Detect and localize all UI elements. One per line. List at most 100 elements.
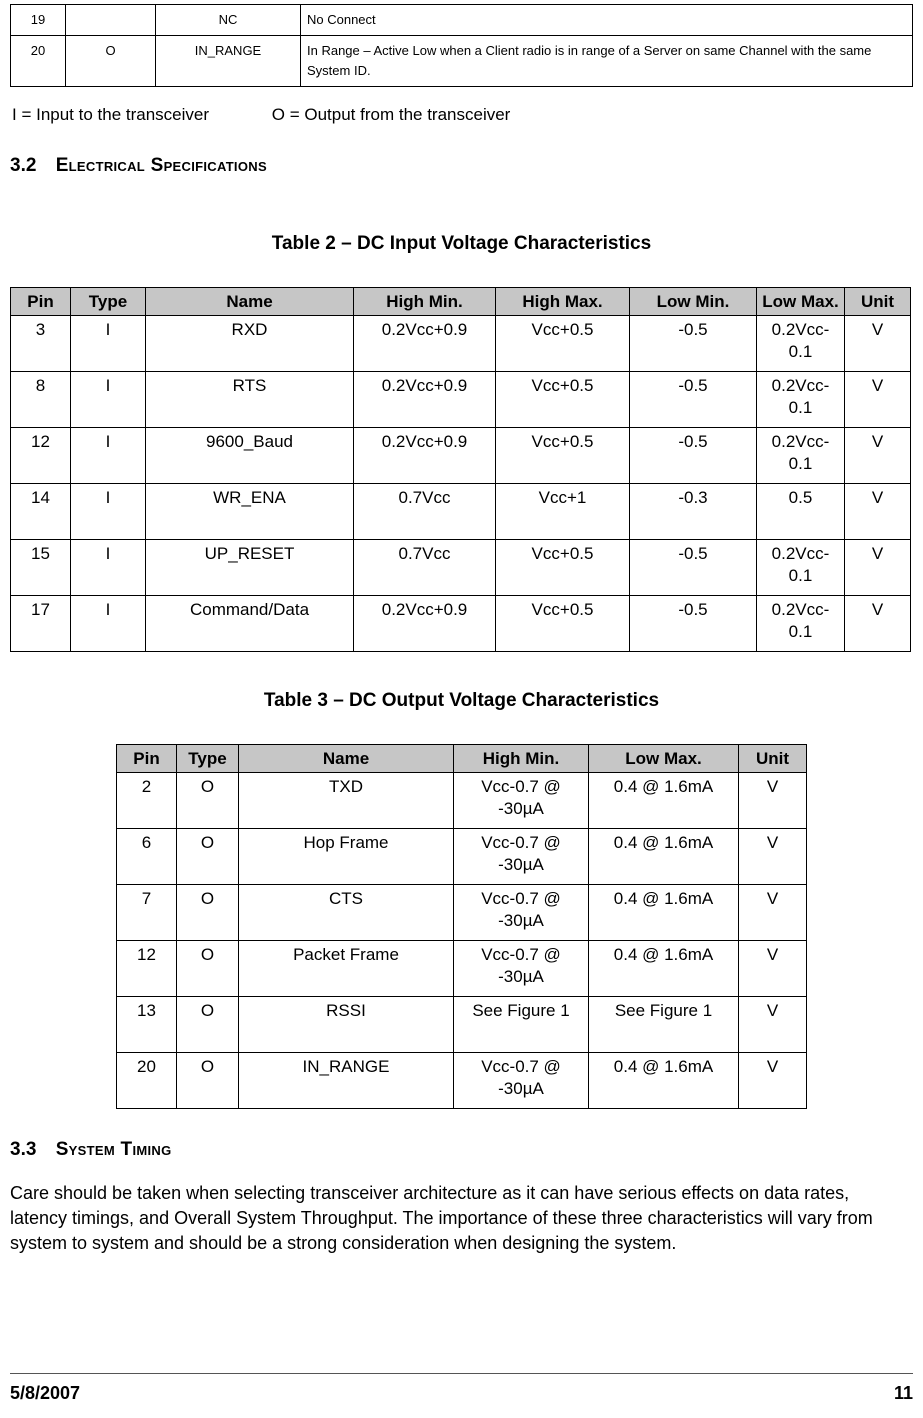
- table-cell: Vcc-0.7 @ -30µA: [453, 1052, 589, 1110]
- table-cell: 0.2Vcc+0.9: [353, 595, 496, 653]
- table-cell: O: [176, 1052, 239, 1110]
- table-cell: WR_ENA: [145, 483, 354, 541]
- table-cell: IN_RANGE: [238, 1052, 454, 1110]
- table-cell: 13: [116, 996, 177, 1054]
- table-row: 19 NC No Connect: [10, 3, 913, 37]
- table-cell: V: [844, 595, 911, 653]
- table-cell: 2: [116, 772, 177, 830]
- table-cell: Vcc-0.7 @ -30µA: [453, 772, 589, 830]
- table-cell: Command/Data: [145, 595, 354, 653]
- table-cell: I: [70, 539, 146, 597]
- table-cell: Packet Frame: [238, 940, 454, 998]
- table-cell: V: [844, 539, 911, 597]
- table-cell: 0.2Vcc-0.1: [756, 315, 845, 373]
- table-cell: I: [70, 483, 146, 541]
- table-cell: 0.2Vcc+0.9: [353, 315, 496, 373]
- table-cell: 12: [116, 940, 177, 998]
- table-row: 2 O TXD Vcc-0.7 @ -30µA 0.4 @ 1.6mA V: [116, 772, 807, 830]
- table-cell: O: [176, 884, 239, 942]
- table-cell: O: [176, 996, 239, 1054]
- dc-input-voltage-table: Pin Type Name High Min. High Max. Low Min. Low…: [10, 287, 911, 653]
- footer-date: 5/8/2007: [10, 1383, 81, 1403]
- table-cell: O: [65, 35, 156, 88]
- header-row: Pin Type Name High Min. High Max. Low Min. Low…: [10, 287, 911, 317]
- table-cell: 0.7Vcc: [353, 539, 496, 597]
- table-cell: V: [738, 940, 807, 998]
- table-cell: RSSI: [238, 996, 454, 1054]
- table-cell: I: [70, 427, 146, 485]
- page-footer: 5/8/2007 11: [10, 1373, 913, 1404]
- table-cell: O: [176, 772, 239, 830]
- table-cell: 6: [116, 828, 177, 886]
- table-cell: -0.5: [629, 539, 757, 597]
- table-cell: IN_RANGE: [155, 35, 301, 88]
- column-header: Low Max.: [756, 287, 845, 317]
- column-header: Low Min.: [629, 287, 757, 317]
- table-cell: 0.4 @ 1.6mA: [588, 940, 739, 998]
- table-cell: RXD: [145, 315, 354, 373]
- table-row: 20 O IN_RANGE In Range – Active Low when a …: [10, 35, 913, 88]
- table-cell: 0.2Vcc-0.1: [756, 427, 845, 485]
- table-cell: 0.2Vcc-0.1: [756, 539, 845, 597]
- table-cell: V: [738, 884, 807, 942]
- dc-output-voltage-table-head: Pin Type Name High Min. Low Max. Unit: [116, 744, 807, 774]
- table-cell: -0.3: [629, 483, 757, 541]
- table-row: 17 I Command/Data 0.2Vcc+0.9 Vcc+0.5 -0.5 0.2V…: [10, 595, 911, 653]
- table-cell: 8: [10, 371, 71, 429]
- table-cell: Vcc-0.7 @ -30µA: [453, 940, 589, 998]
- table-row: 12 I 9600_Baud 0.2Vcc+0.9 Vcc+0.5 -0.5 0.2Vcc-…: [10, 427, 911, 485]
- dc-output-voltage-table: Pin Type Name High Min. Low Max. Unit 2 O TXD Vc…: [116, 744, 807, 1110]
- table-cell: -0.5: [629, 595, 757, 653]
- table-cell: TXD: [238, 772, 454, 830]
- dc-input-voltage-table-head: Pin Type Name High Min. High Max. Low Min. Low…: [10, 287, 911, 317]
- header-row: Pin Type Name High Min. Low Max. Unit: [116, 744, 807, 774]
- table-cell: Vcc+0.5: [495, 539, 630, 597]
- table-cell: 9600_Baud: [145, 427, 354, 485]
- column-header: Name: [145, 287, 354, 317]
- table-cell: V: [844, 315, 911, 373]
- table-cell: Hop Frame: [238, 828, 454, 886]
- table-cell: V: [738, 772, 807, 830]
- table-cell: 20: [116, 1052, 177, 1110]
- dc-output-voltage-table-body: 2 O TXD Vcc-0.7 @ -30µA 0.4 @ 1.6mA V 6 O Hop Fr…: [116, 772, 807, 1110]
- table-cell: 12: [10, 427, 71, 485]
- pin-description-table-body: 19 NC No Connect 20 O IN_RANGE In Range – Acti…: [10, 3, 913, 88]
- table-cell: I: [70, 595, 146, 653]
- table-cell: Vcc+0.5: [495, 595, 630, 653]
- table-cell: V: [738, 828, 807, 886]
- section-title: Electrical Specifications: [55, 155, 267, 177]
- table-row: 6 O Hop Frame Vcc-0.7 @ -30µA 0.4 @ 1.6mA V: [116, 828, 807, 886]
- pin-description-table: 19 NC No Connect 20 O IN_RANGE In Range – Acti…: [10, 3, 913, 88]
- table-cell: 0.2Vcc-0.1: [756, 595, 845, 653]
- section-number: 3.2: [10, 155, 37, 177]
- column-header: Unit: [844, 287, 911, 317]
- table-cell: Vcc-0.7 @ -30µA: [453, 884, 589, 942]
- table3-title: Table 3 – DC Output Voltage Characterist…: [263, 690, 660, 712]
- column-header: Pin: [116, 744, 177, 774]
- table-cell: 0.4 @ 1.6mA: [588, 772, 739, 830]
- column-header: High Min.: [453, 744, 589, 774]
- table-cell: V: [844, 427, 911, 485]
- table-cell: 0.2Vcc-0.1: [756, 371, 845, 429]
- table-cell: -0.5: [629, 371, 757, 429]
- table-cell: V: [738, 1052, 807, 1110]
- column-header: Type: [176, 744, 239, 774]
- table-cell: I: [70, 371, 146, 429]
- column-header: High Max.: [495, 287, 630, 317]
- dc-input-voltage-table-body: 3 I RXD 0.2Vcc+0.9 Vcc+0.5 -0.5 0.2Vcc-0.1 V 8 I R…: [10, 315, 911, 653]
- table-cell: [65, 3, 156, 37]
- table-cell: 0.4 @ 1.6mA: [588, 884, 739, 942]
- table-cell: UP_RESET: [145, 539, 354, 597]
- footer-page-number: 11: [893, 1383, 913, 1403]
- column-header: Pin: [10, 287, 71, 317]
- column-header: Low Max.: [588, 744, 739, 774]
- io-legend: I = Input to the transceiver O = Output …: [12, 105, 913, 125]
- table-cell: I: [70, 315, 146, 373]
- table-cell: Vcc+1: [495, 483, 630, 541]
- table-cell: Vcc+0.5: [495, 315, 630, 373]
- table-cell: In Range – Active Low when a Client radi…: [300, 35, 913, 88]
- table-cell: 14: [10, 483, 71, 541]
- table-cell: 3: [10, 315, 71, 373]
- table-cell: V: [844, 371, 911, 429]
